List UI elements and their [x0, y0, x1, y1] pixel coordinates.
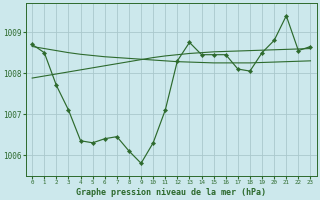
X-axis label: Graphe pression niveau de la mer (hPa): Graphe pression niveau de la mer (hPa) [76, 188, 266, 197]
